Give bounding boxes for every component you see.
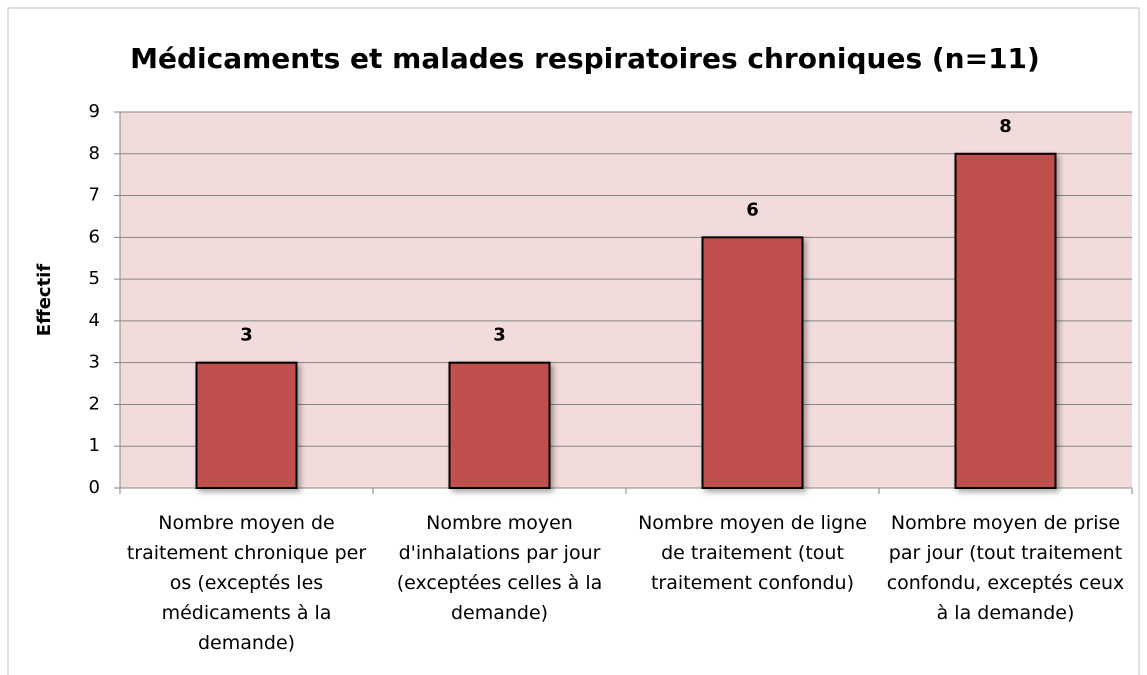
x-tick-label: Nombre moyen de prise par jour (tout tra… [886, 512, 1125, 624]
chart-title: Médicaments et malades respiratoires chr… [130, 42, 1040, 75]
y-axis-label: Effectif [34, 264, 55, 337]
x-tick-label: Nombre moyen de traitement chronique per… [126, 512, 367, 654]
y-tick-label: 1 [89, 435, 100, 456]
chart-border [7, 7, 1140, 675]
bar [701, 236, 804, 489]
y-tick-label: 2 [89, 393, 100, 414]
data-label: 6 [746, 199, 759, 220]
y-tick-label: 7 [89, 185, 100, 206]
data-label: 8 [999, 116, 1012, 137]
bar [954, 152, 1057, 489]
y-tick-label: 4 [89, 310, 100, 331]
y-tick-label: 0 [89, 477, 100, 498]
y-tick-label: 9 [89, 101, 100, 122]
x-tick-label: Nombre moyen d'inhalations par jour (exc… [396, 512, 603, 624]
y-tick-label: 5 [89, 268, 100, 289]
y-tick-label: 6 [89, 226, 100, 247]
y-tick-label: 3 [89, 352, 100, 373]
data-label: 3 [240, 325, 253, 346]
y-tick-label: 8 [89, 143, 100, 164]
x-tick-label: Nombre moyen de ligne de traitement (tou… [638, 512, 867, 594]
bar [448, 361, 551, 489]
bar [195, 361, 298, 489]
data-label: 3 [493, 325, 506, 346]
